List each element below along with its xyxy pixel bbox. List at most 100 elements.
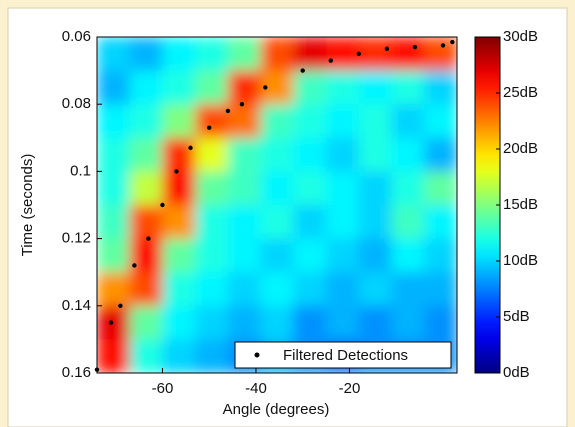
- detection-point: [188, 145, 193, 151]
- detection-point: [440, 43, 446, 48]
- y-axis-label: Time (seconds): [19, 154, 36, 257]
- heat-cell: [260, 37, 294, 72]
- heat-cell: [162, 70, 196, 105]
- heat-cell: [326, 37, 360, 72]
- colorbar-tick-label: 25dB: [503, 84, 538, 101]
- heat-cell: [227, 305, 262, 340]
- legend-marker: [254, 352, 260, 358]
- y-tick-label: 0.08: [62, 95, 91, 112]
- heat-cell: [293, 37, 327, 72]
- heat-cell: [97, 37, 131, 72]
- heat-cell: [227, 37, 262, 72]
- heat-cell: [358, 104, 393, 139]
- detection-point: [450, 39, 455, 45]
- x-tick-label: -20: [339, 380, 361, 397]
- heat-cell: [129, 137, 163, 172]
- y-tick-label: 0.1: [70, 162, 91, 179]
- heat-cell: [129, 205, 163, 240]
- heat-cell: [195, 70, 229, 105]
- colorbar-tick-label: 30dB: [503, 28, 538, 45]
- heat-cell: [358, 137, 393, 172]
- heat-cell: [326, 137, 360, 172]
- heat-cell: [162, 37, 196, 72]
- detection-point: [356, 51, 362, 56]
- detection-point: [300, 68, 305, 73]
- heat-cell: [391, 171, 425, 206]
- x-tick-label: -40: [245, 380, 267, 397]
- detection-point: [412, 44, 418, 50]
- heat-cell: [358, 37, 393, 72]
- heat-cell: [195, 37, 229, 72]
- heat-cell: [326, 104, 360, 139]
- detection-point: [118, 303, 123, 308]
- heat-cell: [358, 272, 393, 307]
- heat-cell: [260, 272, 294, 307]
- heat-cell: [129, 171, 163, 206]
- heat-cell: [293, 137, 327, 172]
- heat-cell: [424, 104, 457, 139]
- heat-cell: [424, 205, 457, 240]
- heat-cell: [260, 238, 294, 273]
- y-tick-label: 0.14: [62, 297, 91, 314]
- heat-cell: [358, 305, 393, 340]
- heat-cell: [97, 104, 131, 139]
- heat-cell: [195, 339, 229, 373]
- x-axis-label: Angle (degrees): [223, 401, 330, 418]
- legend-label: Filtered Detections: [283, 347, 408, 364]
- heat-cell: [326, 238, 360, 273]
- heat-cell: [391, 238, 425, 273]
- colorbar-tick-label: 20dB: [503, 140, 538, 157]
- heat-cell: [391, 305, 425, 340]
- heatmap: [97, 37, 457, 373]
- heat-cell: [391, 70, 425, 105]
- heatmap-cells: [97, 37, 457, 373]
- heat-cell: [162, 137, 196, 172]
- legend-box: [234, 341, 452, 369]
- colorbar-tick-label: 10dB: [503, 252, 538, 269]
- heat-cell: [326, 272, 360, 307]
- heat-cell: [129, 339, 163, 373]
- heat-cell: [162, 339, 196, 373]
- heat-cell: [260, 171, 294, 206]
- heat-cell: [129, 37, 163, 72]
- detection-point: [132, 263, 137, 268]
- heat-cell: [129, 305, 163, 340]
- heat-cell: [358, 70, 393, 105]
- heat-cell: [97, 305, 131, 340]
- heat-cell: [293, 70, 327, 105]
- heat-cell: [162, 171, 196, 206]
- heat-cell: [391, 137, 425, 172]
- heat-cell: [293, 305, 327, 340]
- y-tick-label: 0.16: [62, 364, 91, 381]
- detection-point: [108, 320, 114, 325]
- heat-cell: [391, 272, 425, 307]
- heat-cell: [358, 205, 393, 240]
- detection-point: [174, 169, 179, 174]
- heat-cell: [162, 104, 196, 139]
- detection-point: [263, 85, 268, 90]
- detection-point: [146, 236, 151, 241]
- heat-cell: [293, 104, 327, 139]
- heat-cell: [326, 205, 360, 240]
- heat-cell: [195, 171, 229, 206]
- heat-cell: [227, 137, 262, 172]
- detection-point: [225, 108, 231, 114]
- heat-cell: [97, 272, 131, 307]
- heat-cell: [195, 238, 229, 273]
- heat-cell: [97, 205, 131, 240]
- heat-cell: [129, 104, 163, 139]
- heat-cell: [424, 70, 457, 105]
- y-tick-label: 0.12: [62, 230, 91, 247]
- y-tick-label: 0.06: [62, 28, 91, 45]
- heat-cell: [424, 305, 457, 340]
- heat-cell: [391, 37, 425, 72]
- heat-cell: [195, 104, 229, 139]
- heat-cell: [293, 238, 327, 273]
- detection-point: [160, 202, 165, 208]
- heat-cell: [260, 305, 294, 340]
- heat-cell: [97, 238, 131, 273]
- heat-cell: [162, 272, 196, 307]
- detection-point: [239, 102, 245, 107]
- heat-cell: [97, 70, 131, 105]
